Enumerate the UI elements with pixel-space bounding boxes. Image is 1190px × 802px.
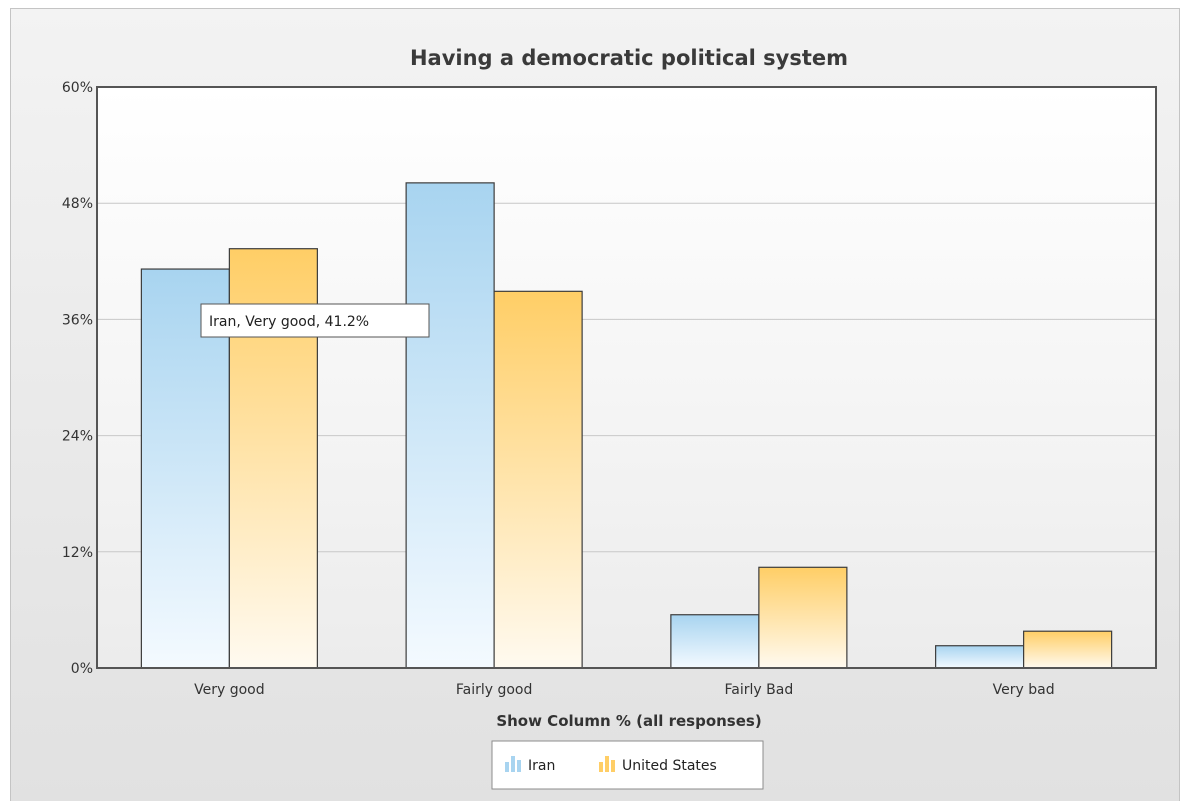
x-axis-ticks: Very good Fairly good Fairly Bad Very bad — [194, 682, 1054, 698]
legend-item-iran[interactable]: Iran — [505, 756, 555, 774]
bars — [140, 182, 1113, 669]
tooltip-box — [200, 303, 430, 338]
bar-chart-icon — [599, 756, 615, 772]
y-tick-label: 24% — [62, 429, 93, 445]
x-tick-label: Very bad — [993, 682, 1055, 698]
legend-label: Iran — [528, 758, 555, 774]
bar-united-states-1[interactable] — [493, 290, 583, 669]
chart-title: Having a democratic political system — [410, 46, 848, 70]
tooltip-text: Iran, Very good, 41.2% — [209, 314, 369, 330]
bar-iran-3[interactable] — [935, 645, 1025, 669]
chart-frame: Having a democratic political system 0% 1… — [10, 8, 1180, 801]
bar-united-states-2[interactable] — [758, 566, 848, 669]
plot-border — [96, 86, 1157, 669]
tooltip: Iran, Very good, 41.2% — [200, 303, 430, 338]
y-tick-label: 12% — [62, 545, 93, 561]
bar-iran-2[interactable] — [670, 614, 760, 669]
bar-chart: Having a democratic political system 0% 1… — [62, 46, 1157, 790]
x-tick-label: Fairly Bad — [725, 682, 794, 698]
bar-united-states-3[interactable] — [1023, 630, 1113, 669]
legend-label: United States — [622, 758, 717, 774]
y-tick-label: 36% — [62, 312, 93, 328]
bar-iran-1[interactable] — [405, 182, 495, 669]
bar-chart-icon — [505, 756, 521, 772]
x-axis-label: Show Column % (all responses) — [496, 712, 761, 730]
legend: Iran United States — [491, 740, 764, 790]
x-tick-label: Very good — [194, 682, 265, 698]
y-tick-label: 48% — [62, 196, 93, 212]
legend-box — [491, 740, 764, 790]
x-tick-label: Fairly good — [456, 682, 533, 698]
y-axis-ticks: 0% 12% 24% 36% 48% 60% — [62, 80, 93, 677]
y-tick-label: 60% — [62, 80, 93, 96]
y-tick-label: 0% — [71, 661, 93, 677]
legend-item-united-states[interactable]: United States — [599, 756, 717, 774]
